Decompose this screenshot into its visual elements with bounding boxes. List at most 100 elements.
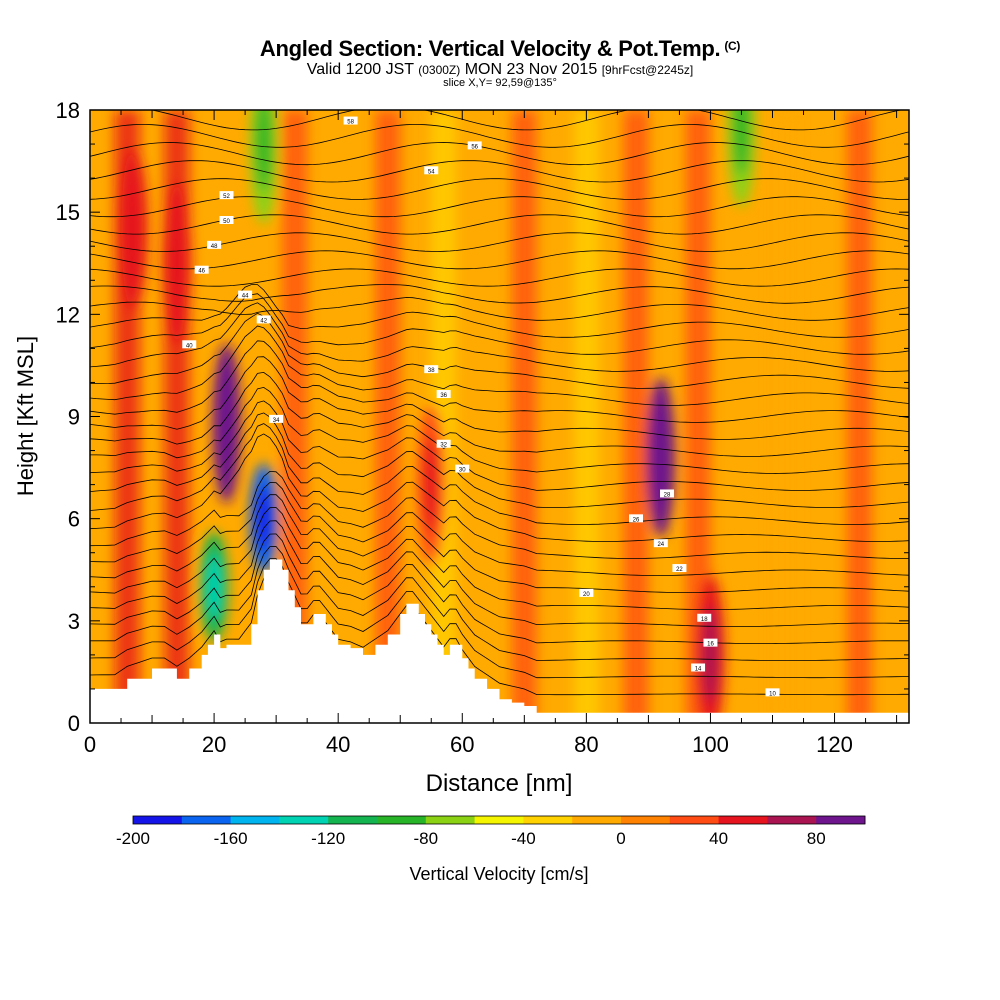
isentrope-line: [90, 386, 909, 474]
isentrope-label-text: 58: [347, 120, 354, 126]
isentrope-label: 48: [207, 240, 222, 250]
x-tick-label: 100: [692, 732, 729, 757]
isentrope-label-text: 54: [428, 169, 435, 175]
valid-prefix: Valid 1200 JST: [306, 61, 414, 78]
isentrope-label-bg: [691, 663, 706, 672]
chart-slice-info: slice X,Y= 92,59@135°: [443, 77, 557, 89]
isentrope-label-text: 18: [701, 617, 708, 623]
isentrope-label-text: 16: [707, 642, 714, 648]
x-tick-label: 60: [450, 732, 474, 757]
isentrope-line: [90, 470, 909, 559]
colorbar-swatch: [230, 816, 280, 824]
colorbar-swatch: [474, 816, 524, 824]
isentrope-label-bg: [672, 564, 687, 573]
colorbar-tick-label: -120: [311, 829, 345, 848]
x-axis: 0 20 40 60 80 100 120: [84, 110, 898, 757]
isentrope-label-bg: [660, 489, 675, 498]
colorbar: -200 -160 -120 -80 -40 0 40 80: [116, 815, 866, 848]
y-tick-label: 6: [68, 507, 80, 532]
isentrope-line: [90, 142, 909, 166]
isentrope-label-bg: [653, 539, 668, 548]
isentrope-line: [90, 178, 909, 200]
isentrope-label-text: 42: [260, 318, 267, 324]
velocity-cell-core: [125, 181, 142, 278]
colorbar-swatch: [767, 816, 817, 824]
y-axis-label: Height [Kft MSL]: [13, 336, 38, 496]
isentrope-line: [90, 412, 909, 508]
isentrope-label-bg: [765, 688, 780, 697]
isentrope-line: [90, 160, 909, 183]
isentrope-line: [90, 356, 909, 440]
colorbar-label: Vertical Velocity [cm/s]: [409, 864, 588, 884]
colorbar-swatch: [816, 816, 866, 824]
isentrope-label: 26: [629, 514, 643, 523]
y-tick-label: 12: [56, 302, 80, 327]
isentrope-label-text: 44: [242, 294, 249, 300]
isentrope-line: [90, 400, 909, 491]
isentrope-line: [90, 520, 909, 627]
chart-valid-time: Valid 1200 JST (0300Z) MON 23 Nov 2015 […: [0, 61, 1000, 79]
isentrope-label-bg: [697, 613, 712, 622]
isentrope-label: 36: [436, 390, 451, 399]
isentrope-label-bg: [424, 365, 439, 374]
colorbar-swatch: [718, 816, 768, 824]
isentrope-line: [90, 546, 909, 661]
velocity-band: [511, 110, 537, 723]
isentrope-label-bg: [579, 588, 594, 597]
isentrope-label-text: 38: [428, 368, 435, 374]
isentrope-label: 50: [219, 215, 234, 225]
isentrope-label-text: 20: [583, 592, 590, 598]
valid-date: MON 23 Nov 2015: [464, 61, 598, 78]
colorbar-swatch: [523, 816, 573, 824]
y-tick-label: 0: [68, 711, 80, 736]
isentrope-label: 28: [660, 489, 675, 498]
isentrope-line: [90, 250, 909, 270]
isentrope-line: [90, 293, 909, 355]
isentrope-label-text: 14: [695, 666, 702, 672]
isentrope-line: [90, 124, 909, 148]
isentrope-label: 44: [238, 290, 253, 300]
valid-utc: (0300Z): [418, 63, 461, 77]
velocity-cell-core: [702, 606, 719, 703]
isentrope-label: 38: [424, 365, 439, 374]
isentrope-label-bg: [269, 414, 284, 423]
isentrope-label: 46: [194, 265, 209, 275]
isentrope-line: [90, 494, 909, 593]
isentrope-label: 14: [691, 663, 706, 672]
isentrope-label-bg: [207, 240, 222, 249]
isentrope-label: 20: [579, 588, 594, 598]
velocity-cell-core: [169, 215, 185, 312]
isentrope-label-bg: [629, 514, 643, 523]
isentrope-label-text: 52: [223, 194, 230, 200]
velocity-band: [772, 110, 798, 723]
colorbar-swatch: [279, 816, 329, 824]
velocity-cell-core: [423, 436, 439, 533]
chart-title: Angled Section: Vertical Velocity & Pot.…: [0, 36, 1000, 62]
isentrope-labels: 10 14 16 18 20 22 24 26 28 30 32 34 36 38 40 42 44 46 48 50…: [182, 116, 780, 697]
isentrope-label-bg: [219, 215, 234, 224]
isentrope-label-bg: [194, 265, 209, 274]
isentrope-label: 18: [697, 613, 712, 623]
isentrope-label-bg: [238, 290, 253, 299]
isentrope-line: [90, 558, 909, 679]
isentrope-line: [90, 232, 909, 252]
colorbar-tick-label: 80: [807, 829, 826, 848]
terrain: [90, 559, 909, 723]
isentrope-label: 40: [182, 340, 197, 349]
colorbar-tick-label: -200: [116, 829, 150, 848]
isentrope-line: [90, 268, 909, 287]
colorbar-swatch: [328, 816, 378, 824]
velocity-field: 10 14 16 18 20 22 24 26 28 30 32 34 36 38 40 42 44 46 48 50…: [90, 110, 909, 723]
isentrope-label-bg: [467, 141, 482, 150]
isentrope-label-bg: [256, 315, 271, 324]
colorbar-tick-label: 0: [616, 829, 625, 848]
isentrope-line: [149, 110, 903, 131]
colorbar-swatch: [377, 816, 427, 824]
isentrope-label: 22: [672, 564, 687, 573]
isentrope-line: [90, 284, 909, 338]
isentrope-label: 52: [219, 191, 234, 200]
x-tick-label: 40: [326, 732, 350, 757]
isentrope-label-bg: [703, 638, 718, 647]
colorbar-tick-label: -40: [511, 829, 536, 848]
